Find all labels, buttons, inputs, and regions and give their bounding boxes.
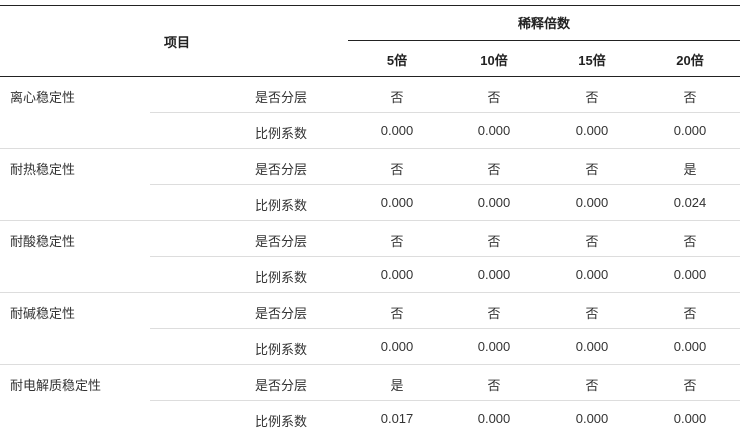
cell-value: 0.000 — [477, 195, 511, 210]
table-row: 是否分层 否 否 否 是 — [0, 149, 740, 184]
cell-value: 否 — [585, 378, 599, 393]
row-divider — [150, 400, 740, 401]
cell-value: 否 — [487, 234, 501, 249]
cell-value: 否 — [585, 234, 599, 249]
group-name: 耐电解质稳定性 — [10, 378, 102, 393]
row-divider — [150, 184, 740, 185]
cell-value: 0.000 — [673, 411, 707, 426]
cell-value: 是 — [683, 162, 697, 177]
table-row: 是否分层 否 否 否 否 — [0, 77, 740, 112]
header-col-10x: 10倍 — [480, 53, 508, 68]
row-label: 是否分层 — [255, 90, 308, 105]
cell-value: 0.000 — [380, 123, 414, 138]
table-row: 是否分层 是 否 否 否 — [0, 365, 740, 400]
cell-value: 0.000 — [575, 123, 609, 138]
cell-value: 否 — [487, 306, 501, 321]
table-header: 项目 稀释倍数 5倍 10倍 15倍 20倍 — [0, 5, 740, 77]
header-col-15x: 15倍 — [578, 53, 606, 68]
cell-value: 否 — [585, 90, 599, 105]
group-divider — [0, 148, 740, 149]
cell-value: 否 — [585, 162, 599, 177]
row-label: 是否分层 — [255, 234, 308, 249]
cell-value: 否 — [683, 306, 697, 321]
table-row: 是否分层 否 否 否 否 — [0, 221, 740, 256]
row-label: 比例系数 — [255, 270, 308, 285]
table-body: 离心稳定性 是否分层否否否否 比例系数 0.000 0.000 0.000 0.000 耐… — [0, 77, 740, 437]
cell-value: 否 — [585, 306, 599, 321]
cell-value: 0.000 — [380, 339, 414, 354]
cell-value: 0.000 — [575, 267, 609, 282]
cell-value: 否 — [683, 90, 697, 105]
table-row: 比例系数 0.017 0.000 0.000 0.000 — [0, 401, 740, 436]
group-divider — [0, 292, 740, 293]
cell-value: 0.017 — [380, 411, 414, 426]
table-group: 耐电解质稳定性 是否分层 是 否 否 否 比例系数 0.017 0.000 0.000 0.00… — [0, 365, 740, 437]
cell-value: 否 — [390, 162, 404, 177]
cell-value: 0.000 — [477, 267, 511, 282]
table-row: 比例系数 0.000 0.000 0.000 0.000 — [0, 113, 740, 148]
cell-value: 否 — [390, 234, 404, 249]
cell-value: 是 — [390, 378, 404, 393]
row-divider — [150, 328, 740, 329]
cell-value: 否 — [683, 234, 697, 249]
cell-value: 0.000 — [673, 267, 707, 282]
table-row: 比例系数 0.000 0.000 0.000 0.000 — [0, 329, 740, 364]
row-label: 比例系数 — [255, 126, 308, 141]
row-label: 是否分层 — [255, 162, 308, 177]
cell-value: 0.000 — [380, 195, 414, 210]
table-row: 是否分层 否 否 否 否 — [0, 293, 740, 328]
header-item: 项目 — [163, 35, 191, 50]
row-divider — [150, 256, 740, 257]
group-name: 耐热稳定性 — [10, 162, 76, 177]
table-group: 离心稳定性 是否分层 否 否 否 否 比例系数 0.000 0.000 0.000 0.000 — [0, 77, 740, 149]
row-label: 比例系数 — [255, 342, 308, 357]
cell-value: 否 — [487, 378, 501, 393]
cell-value: 0.000 — [575, 339, 609, 354]
group-name: 离心稳定性 — [10, 90, 76, 105]
cell-value: 0.024 — [673, 195, 707, 210]
row-divider — [150, 112, 740, 113]
cell-value: 0.000 — [380, 267, 414, 282]
cell-value: 0.000 — [477, 411, 511, 426]
cell-value: 0.000 — [673, 339, 707, 354]
header-col-20x: 20倍 — [676, 53, 704, 68]
cell-value: 否 — [683, 378, 697, 393]
cell-value: 0.000 — [575, 195, 609, 210]
cell-value: 0.000 — [575, 411, 609, 426]
table-group: 耐碱稳定性 是否分层 否 否 否 否 比例系数 0.000 0.000 0.000 0.000 — [0, 293, 740, 365]
table-group: 耐热稳定性 是否分层 否 否 否 是 比例系数 0.000 0.000 0.000 0.024 — [0, 149, 740, 221]
cell-value: 否 — [487, 162, 501, 177]
cell-value: 否 — [390, 90, 404, 105]
group-divider — [0, 220, 740, 221]
table-row: 比例系数 0.000 0.000 0.000 0.000 — [0, 257, 740, 292]
group-name: 耐酸稳定性 — [10, 234, 76, 249]
row-label: 是否分层 — [255, 378, 308, 393]
table-group: 耐酸稳定性 是否分层 否 否 否 否 比例系数 0.000 0.000 0.000 0.000 — [0, 221, 740, 293]
table-row: 比例系数 0.000 0.000 0.000 0.024 — [0, 185, 740, 220]
group-divider — [0, 364, 740, 365]
cell-value: 否 — [487, 90, 501, 105]
header-col-5x: 5倍 — [386, 53, 408, 68]
header-dilution: 稀释倍数 — [517, 16, 571, 31]
row-label: 是否分层 — [255, 306, 308, 321]
row-label: 比例系数 — [255, 414, 308, 429]
header-divider — [348, 40, 740, 41]
cell-value: 0.000 — [477, 123, 511, 138]
row-label: 比例系数 — [255, 198, 308, 213]
cell-value: 否 — [390, 306, 404, 321]
stability-table: 项目 稀释倍数 5倍 10倍 15倍 20倍 离心稳定性 是否分层否否否否 比例… — [0, 5, 740, 437]
cell-value: 0.000 — [477, 339, 511, 354]
group-name: 耐碱稳定性 — [10, 306, 76, 321]
cell-value: 0.000 — [673, 123, 707, 138]
